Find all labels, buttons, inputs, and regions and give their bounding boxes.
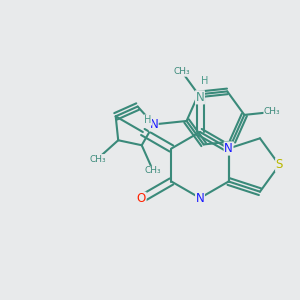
Text: N: N [149, 118, 158, 131]
Text: H: H [201, 76, 209, 86]
Text: N: N [224, 142, 233, 155]
Text: H: H [144, 115, 152, 125]
Text: O: O [137, 192, 146, 205]
Text: CH₃: CH₃ [89, 154, 106, 164]
Text: CH₃: CH₃ [264, 107, 280, 116]
Text: N: N [196, 91, 204, 104]
Text: CH₃: CH₃ [174, 67, 190, 76]
Text: N: N [196, 191, 204, 205]
Text: CH₃: CH₃ [145, 167, 161, 176]
Text: S: S [276, 158, 283, 172]
